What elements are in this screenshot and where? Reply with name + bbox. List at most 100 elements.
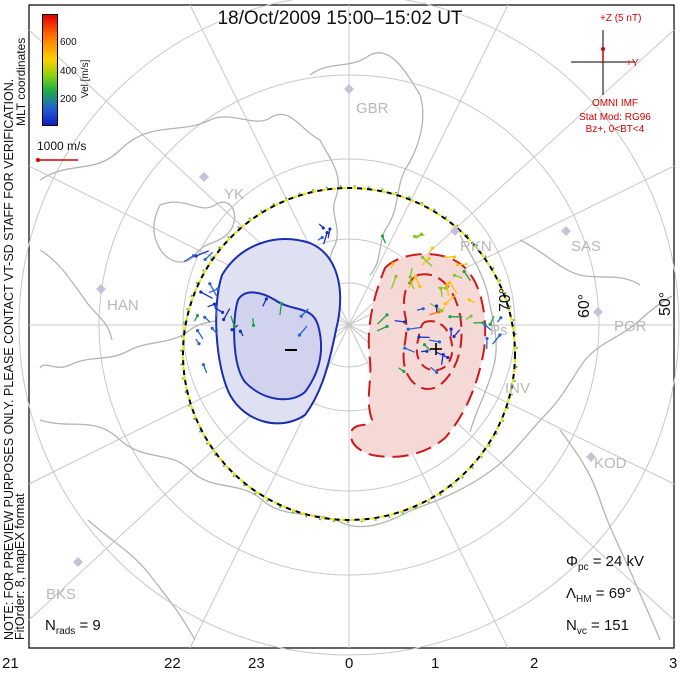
- velocity-vector-origin: [467, 298, 471, 302]
- vector-count: Nvc = 151: [566, 617, 629, 637]
- velocity-vector-origin: [210, 326, 214, 330]
- coastlines: [39, 52, 673, 641]
- scale-vector: [36, 158, 78, 162]
- velocity-vector: [435, 351, 449, 359]
- velocity-vector: [223, 308, 231, 320]
- station-marker-kod: [586, 452, 596, 462]
- velocity-vector-origin: [299, 314, 303, 318]
- velocity-vector-origin: [437, 340, 442, 344]
- velocity-vector: [446, 284, 450, 296]
- velocity-vector-origin: [320, 235, 324, 240]
- station-label-sas: SAS: [571, 238, 602, 255]
- velocity-vector-origin: [434, 304, 439, 308]
- negative-convection-cell: [215, 238, 342, 425]
- station-label-yk: YK: [224, 186, 245, 203]
- velocity-vector: [390, 276, 397, 289]
- velocity-vector: [183, 255, 194, 263]
- colorbar-label: Vel [m/s]: [80, 59, 91, 98]
- velocity-vector-origin: [230, 328, 234, 332]
- velocity-vector-origin: [419, 232, 423, 236]
- velocity-vector-origin: [208, 282, 212, 286]
- coordinates-label: MLT coordinates: [14, 37, 28, 126]
- velocity-vector: [197, 330, 204, 340]
- colorbar-tick-600: 600: [60, 37, 77, 48]
- velocity-vector-origin: [439, 286, 443, 290]
- velocity-vector-origin: [499, 316, 503, 320]
- station-marker-gbr: [344, 84, 354, 94]
- velocity-vector-origin: [251, 323, 256, 328]
- velocity-vector-origin: [485, 336, 489, 341]
- imf-z-label: +Z (5 nT): [600, 13, 642, 24]
- cross-polar-potential: Φpc = 24 kV: [566, 553, 644, 573]
- scale-vector-label: 1000 m/s: [37, 139, 87, 153]
- imf-model: Stat Mod: RG96: [579, 112, 651, 123]
- velocity-vector: [421, 257, 430, 266]
- velocity-vector: [422, 256, 433, 267]
- mlt-hour-22: 22: [164, 655, 181, 672]
- imf-source: OMNI IMF: [591, 98, 639, 109]
- velocity-vector-origin: [422, 343, 427, 347]
- velocity-vector-origin: [448, 315, 452, 319]
- velocity-vector: [444, 294, 456, 305]
- velocity-vector-origin: [408, 275, 412, 279]
- velocity-vector-origin: [328, 227, 332, 231]
- velocity-vector-origin: [232, 324, 236, 328]
- velocity-vector-origin: [481, 321, 485, 325]
- velocity-vector: [323, 232, 328, 245]
- velocity-vector-origin: [417, 335, 421, 339]
- velocity-vector-origin: [498, 333, 502, 337]
- velocity-vector-origin: [264, 297, 268, 301]
- velocity-vector: [404, 347, 415, 353]
- velocity-vector: [394, 319, 405, 323]
- phi-value: = 24 kV: [592, 553, 644, 570]
- velocity-vector-origin: [403, 346, 407, 350]
- velocity-vector: [209, 283, 218, 297]
- map-title: 18/Oct/2009 15:00–15:02 UT: [217, 8, 463, 29]
- nrads-subscript: rads: [55, 626, 76, 637]
- station-label-inv: INV: [505, 380, 531, 397]
- velocity-vector-origin: [385, 324, 389, 328]
- station-marker-han: [96, 284, 106, 294]
- velocity-vector: [449, 282, 458, 294]
- plot-frame: [28, 4, 675, 649]
- velocity-vector-origin: [195, 314, 200, 318]
- velocity-vector-origin: [403, 320, 407, 324]
- velocity-vector-origin: [394, 274, 398, 278]
- radar-station-markers: [73, 84, 603, 567]
- velocity-vector-origin: [425, 349, 429, 353]
- latitude-label-70: 70°: [497, 287, 514, 312]
- velocity-vector: [195, 250, 209, 257]
- velocity-vector-origin: [385, 313, 389, 317]
- lambda-subscript: HM: [576, 594, 592, 605]
- velocity-vector-origin: [446, 355, 450, 360]
- velocity-vector: [200, 291, 213, 299]
- positive-convection-cell: [350, 253, 487, 458]
- velocity-vector-origin: [191, 254, 196, 258]
- velocity-vector-origin: [220, 310, 225, 314]
- velocity-vector-origin: [321, 226, 325, 230]
- station-label-bks: BKS: [46, 586, 77, 603]
- mlt-hour-2: 2: [530, 655, 539, 672]
- velocity-vectors: [183, 223, 503, 374]
- velocity-vector: [376, 325, 388, 332]
- station-label-ps: Ps: [490, 322, 508, 339]
- colorbar-tick-400: 400: [60, 66, 77, 77]
- velocity-vector-origin: [279, 301, 284, 305]
- station-marker-sas: [561, 226, 571, 236]
- imf-vector: [601, 47, 605, 62]
- hm-boundary-latitude: ΛHM = 69°: [566, 585, 631, 605]
- velocity-vector-origin: [452, 273, 457, 277]
- velocity-vector-origin: [402, 369, 406, 374]
- latitude-label-60: 60°: [576, 293, 593, 318]
- heppner-maynard-boundary: [182, 187, 516, 521]
- velocity-vector: [463, 271, 471, 282]
- station-marker-pyk: [199, 172, 209, 182]
- lambda-symbol: Λ: [566, 585, 577, 602]
- latitude-label-50: 50°: [657, 291, 674, 316]
- velocity-vector-origin: [214, 304, 218, 309]
- velocity-vector-origin: [430, 246, 435, 250]
- nrads-value: = 9: [79, 617, 101, 634]
- velocity-vector-origin: [212, 302, 217, 306]
- mlt-hour-1: 1: [431, 655, 440, 672]
- lambda-value: = 69°: [595, 585, 632, 602]
